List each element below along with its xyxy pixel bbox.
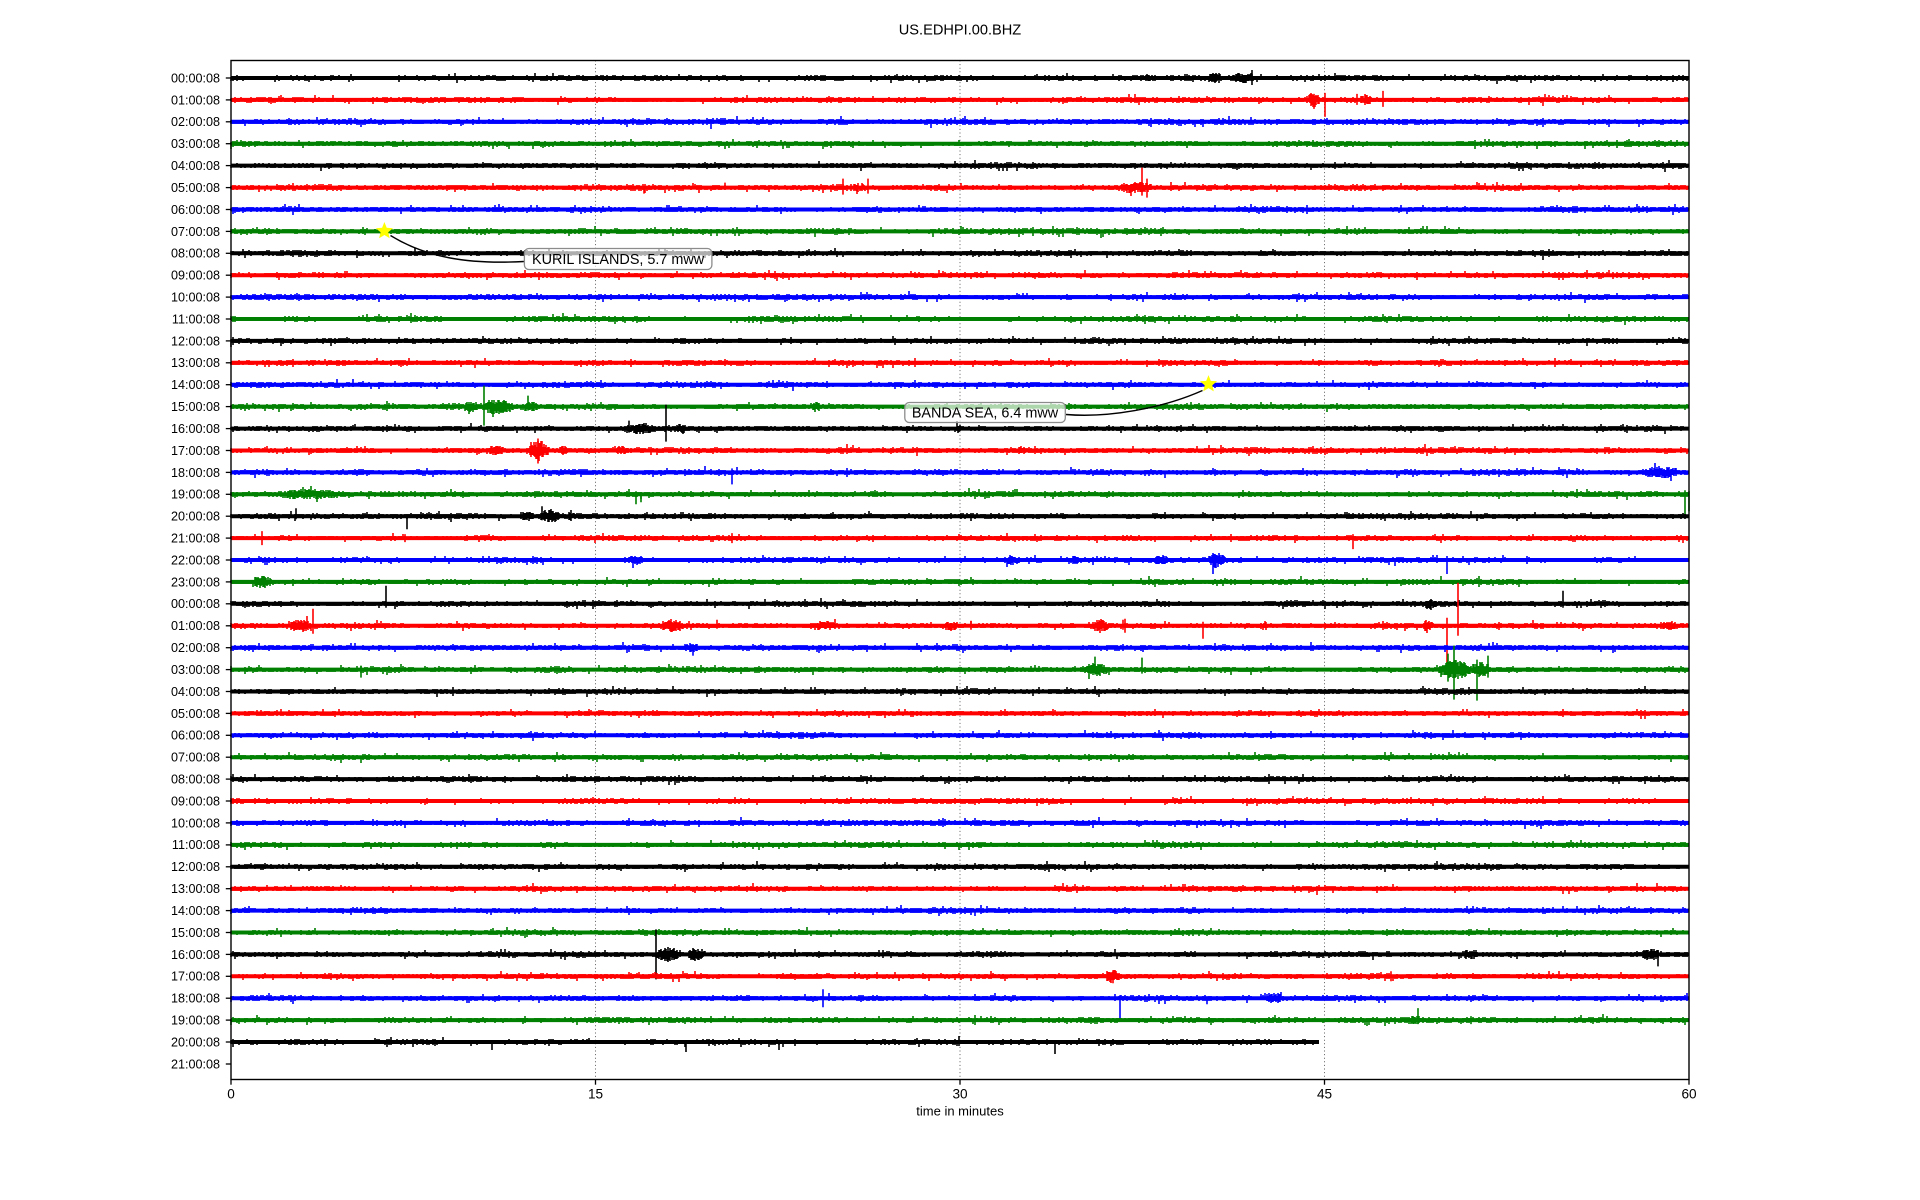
svg-text:23:00:08: 23:00:08 bbox=[171, 575, 220, 589]
svg-text:time in minutes: time in minutes bbox=[916, 1104, 1004, 1119]
svg-text:09:00:08: 09:00:08 bbox=[171, 794, 220, 808]
svg-text:20:00:08: 20:00:08 bbox=[171, 510, 220, 524]
svg-text:05:00:08: 05:00:08 bbox=[171, 181, 220, 195]
svg-text:17:00:08: 17:00:08 bbox=[171, 970, 220, 984]
svg-text:02:00:08: 02:00:08 bbox=[171, 641, 220, 655]
svg-text:10:00:08: 10:00:08 bbox=[171, 816, 220, 830]
svg-text:21:00:08: 21:00:08 bbox=[171, 532, 220, 546]
svg-text:18:00:08: 18:00:08 bbox=[171, 992, 220, 1006]
svg-text:02:00:08: 02:00:08 bbox=[171, 115, 220, 129]
svg-text:13:00:08: 13:00:08 bbox=[171, 356, 220, 370]
svg-text:00:00:08: 00:00:08 bbox=[171, 597, 220, 611]
svg-text:22:00:08: 22:00:08 bbox=[171, 553, 220, 567]
svg-text:08:00:08: 08:00:08 bbox=[171, 773, 220, 787]
svg-text:04:00:08: 04:00:08 bbox=[171, 159, 220, 173]
svg-text:14:00:08: 14:00:08 bbox=[171, 904, 220, 918]
svg-text:16:00:08: 16:00:08 bbox=[171, 422, 220, 436]
svg-text:00:00:08: 00:00:08 bbox=[171, 71, 220, 85]
svg-text:07:00:08: 07:00:08 bbox=[171, 225, 220, 239]
svg-text:14:00:08: 14:00:08 bbox=[171, 378, 220, 392]
svg-text:03:00:08: 03:00:08 bbox=[171, 663, 220, 677]
svg-text:KURIL ISLANDS, 5.7 mww: KURIL ISLANDS, 5.7 mww bbox=[532, 252, 705, 268]
svg-text:21:00:08: 21:00:08 bbox=[171, 1057, 220, 1071]
svg-text:15:00:08: 15:00:08 bbox=[171, 400, 220, 414]
svg-text:18:00:08: 18:00:08 bbox=[171, 466, 220, 480]
svg-text:20:00:08: 20:00:08 bbox=[171, 1035, 220, 1049]
svg-text:19:00:08: 19:00:08 bbox=[171, 1014, 220, 1028]
svg-text:12:00:08: 12:00:08 bbox=[171, 334, 220, 348]
svg-text:13:00:08: 13:00:08 bbox=[171, 882, 220, 896]
svg-text:03:00:08: 03:00:08 bbox=[171, 137, 220, 151]
svg-text:07:00:08: 07:00:08 bbox=[171, 751, 220, 765]
svg-text:06:00:08: 06:00:08 bbox=[171, 203, 220, 217]
svg-text:19:00:08: 19:00:08 bbox=[171, 488, 220, 502]
svg-text:60: 60 bbox=[1681, 1087, 1697, 1102]
svg-text:US.EDHPI.00.BHZ: US.EDHPI.00.BHZ bbox=[899, 23, 1022, 39]
svg-text:09:00:08: 09:00:08 bbox=[171, 269, 220, 283]
svg-text:15: 15 bbox=[588, 1087, 603, 1102]
svg-text:08:00:08: 08:00:08 bbox=[171, 247, 220, 261]
svg-text:30: 30 bbox=[952, 1087, 968, 1102]
svg-text:16:00:08: 16:00:08 bbox=[171, 948, 220, 962]
svg-text:15:00:08: 15:00:08 bbox=[171, 926, 220, 940]
svg-text:05:00:08: 05:00:08 bbox=[171, 707, 220, 721]
svg-text:01:00:08: 01:00:08 bbox=[171, 93, 220, 107]
svg-text:10:00:08: 10:00:08 bbox=[171, 291, 220, 305]
svg-text:45: 45 bbox=[1317, 1087, 1332, 1102]
svg-text:BANDA SEA, 6.4 mww: BANDA SEA, 6.4 mww bbox=[912, 406, 1059, 422]
svg-text:01:00:08: 01:00:08 bbox=[171, 619, 220, 633]
svg-text:06:00:08: 06:00:08 bbox=[171, 729, 220, 743]
svg-text:11:00:08: 11:00:08 bbox=[172, 312, 220, 326]
svg-text:0: 0 bbox=[227, 1087, 235, 1102]
svg-text:17:00:08: 17:00:08 bbox=[171, 444, 220, 458]
svg-text:04:00:08: 04:00:08 bbox=[171, 685, 220, 699]
svg-text:12:00:08: 12:00:08 bbox=[171, 860, 220, 874]
svg-text:11:00:08: 11:00:08 bbox=[172, 838, 220, 852]
